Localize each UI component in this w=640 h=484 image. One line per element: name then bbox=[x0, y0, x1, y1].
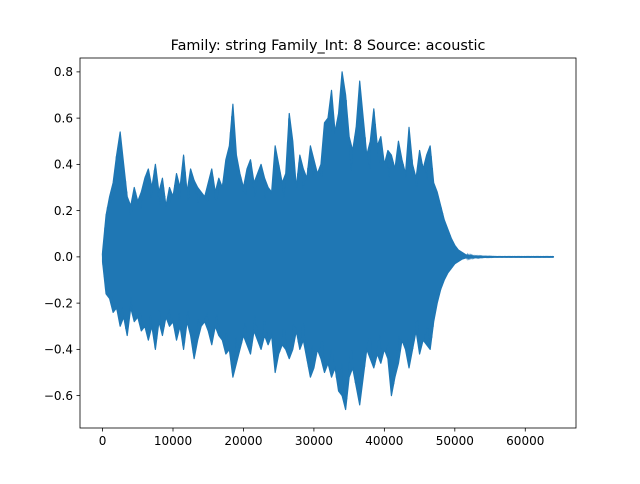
axes-frame bbox=[79, 57, 577, 429]
y-tick-label: 0.6 bbox=[54, 111, 73, 125]
chart-title: Family: string Family_Int: 8 Source: aco… bbox=[171, 38, 486, 54]
y-tick-label: −0.6 bbox=[44, 389, 73, 403]
y-tick-label: 0.8 bbox=[54, 65, 73, 79]
y-tick-label: −0.2 bbox=[44, 296, 73, 310]
x-tick-label: 40000 bbox=[365, 434, 403, 448]
x-tick-label: 60000 bbox=[506, 434, 544, 448]
y-tick-label: 0.2 bbox=[54, 204, 73, 218]
x-axis-ticks: 0 10000 20000 30000 40000 50000 60000 bbox=[99, 428, 544, 448]
x-tick-label: 50000 bbox=[436, 434, 474, 448]
y-axis-ticks: −0.6 −0.4 −0.2 0.0 0.2 0.4 0.6 0.8 bbox=[44, 65, 80, 403]
x-tick-label: 10000 bbox=[154, 434, 192, 448]
y-tick-label: 0.0 bbox=[54, 250, 73, 264]
y-tick-label: −0.4 bbox=[44, 343, 73, 357]
y-tick-label: 0.4 bbox=[54, 158, 73, 172]
waveform-line bbox=[101, 93, 554, 408]
x-tick-label: 0 bbox=[99, 434, 107, 448]
x-tick-label: 30000 bbox=[295, 434, 333, 448]
x-tick-label: 20000 bbox=[224, 434, 262, 448]
waveform-series bbox=[101, 71, 555, 411]
